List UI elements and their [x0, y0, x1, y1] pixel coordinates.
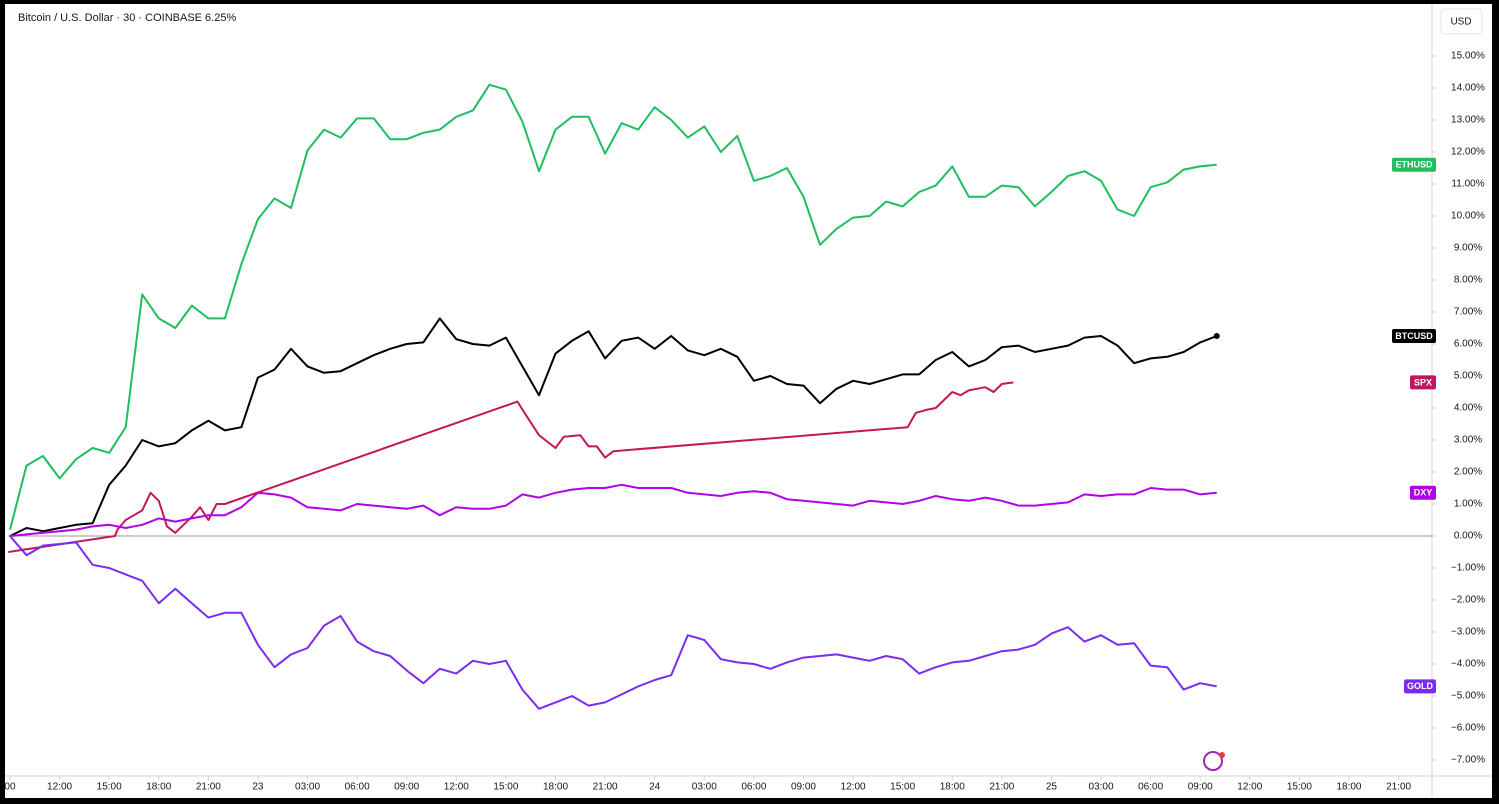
y-tick-label: 4.00% — [1454, 403, 1482, 414]
x-tick-label: 21:00 — [196, 782, 221, 793]
y-tick-label: −2.00% — [1451, 595, 1485, 606]
y-tick-label: 6.00% — [1454, 339, 1482, 350]
x-tick-label: 03:00 — [1089, 782, 1114, 793]
y-tick-label: 10.00% — [1451, 211, 1485, 222]
y-tick-label: 0.00% — [1454, 531, 1482, 542]
series-line — [9, 535, 1217, 710]
logo-ring — [1203, 751, 1223, 771]
series-label: ETHUSD — [1395, 160, 1433, 170]
x-tick-label: 06:00 — [741, 782, 766, 793]
x-tick-label: 21:00 — [593, 782, 618, 793]
x-tick-label: 15:00 — [890, 782, 915, 793]
chart-title: Bitcoin / U.S. Dollar · 30 · COINBASE 6.… — [18, 12, 236, 24]
y-tick-label: 3.00% — [1454, 435, 1482, 446]
logo-dot — [1219, 752, 1225, 758]
x-tick-label: 15:00 — [493, 782, 518, 793]
plot-area — [8, 83, 1432, 710]
series-label: BTCUSD — [1395, 331, 1433, 341]
x-tick-label: 09:00 — [1188, 782, 1213, 793]
series-label-box — [1392, 157, 1436, 172]
y-tick-label: −1.00% — [1451, 563, 1485, 574]
x-tick-label: 09:00 — [394, 782, 419, 793]
x-tick-label: 15:00 — [1287, 782, 1312, 793]
y-tick-label: 15.00% — [1451, 51, 1485, 62]
series-label-box — [1410, 485, 1436, 500]
y-tick-label: 9.00% — [1454, 243, 1482, 254]
x-tick-label: 12:00 — [47, 782, 72, 793]
y-tick-label: 12.00% — [1451, 147, 1485, 158]
series-label: DXY — [1414, 488, 1433, 498]
series-label: SPX — [1414, 377, 1432, 387]
y-tick-label: 8.00% — [1454, 275, 1482, 286]
y-tick-label: 11.00% — [1451, 179, 1484, 190]
y-tick-label: 14.00% — [1451, 83, 1485, 94]
x-tick-label: 18:00 — [543, 782, 568, 793]
y-tick-label: 2.00% — [1454, 467, 1482, 478]
x-tick-label: 18:00 — [146, 782, 171, 793]
series-line — [9, 317, 1218, 537]
x-tick-label: 23 — [252, 782, 264, 793]
y-tick-label: −6.00% — [1451, 723, 1485, 734]
series-label-box — [1392, 328, 1436, 343]
y-tick-label: −4.00% — [1451, 659, 1485, 670]
logo — [1203, 751, 1225, 771]
currency-button[interactable] — [1440, 8, 1483, 35]
x-tick-label: 03:00 — [692, 782, 717, 793]
x-tick-label: 21:00 — [1386, 782, 1411, 793]
x-tick-label: 25 — [1046, 782, 1058, 793]
y-tick-label: −5.00% — [1451, 691, 1485, 702]
x-tick-label: 24 — [649, 782, 661, 793]
x-tick-label: 12:00 — [444, 782, 469, 793]
currency-label[interactable]: USD — [1450, 17, 1471, 28]
y-tick-label: 13.00% — [1451, 115, 1485, 126]
y-tick-label: 1.00% — [1454, 499, 1482, 510]
series-label: GOLD — [1407, 681, 1433, 691]
x-tick-label: 18:00 — [1336, 782, 1361, 793]
x-tick-label: 12:00 — [841, 782, 866, 793]
y-tick-label: 7.00% — [1454, 307, 1482, 318]
series-line — [9, 483, 1217, 537]
last-point — [1213, 332, 1220, 339]
x-tick-label: 21:00 — [989, 782, 1014, 793]
y-tick-label: 5.00% — [1454, 371, 1482, 382]
series-label-box — [1404, 679, 1436, 694]
x-tick-label: 12:00 — [1237, 782, 1262, 793]
x-tick-label: 09:00 — [791, 782, 816, 793]
x-tick-label: 18:00 — [940, 782, 965, 793]
x-tick-label: 06:00 — [345, 782, 370, 793]
series-line — [9, 83, 1217, 530]
x-tick-label: 03:00 — [295, 782, 320, 793]
y-tick-label: −7.00% — [1451, 755, 1485, 766]
x-tick-label: 00 — [4, 782, 16, 793]
panel — [5, 4, 1492, 798]
y-tick-label: −3.00% — [1451, 627, 1485, 638]
series-label-box — [1410, 375, 1436, 390]
series-line — [8, 381, 1014, 553]
x-tick-label: 15:00 — [97, 782, 122, 793]
x-tick-label: 06:00 — [1138, 782, 1163, 793]
